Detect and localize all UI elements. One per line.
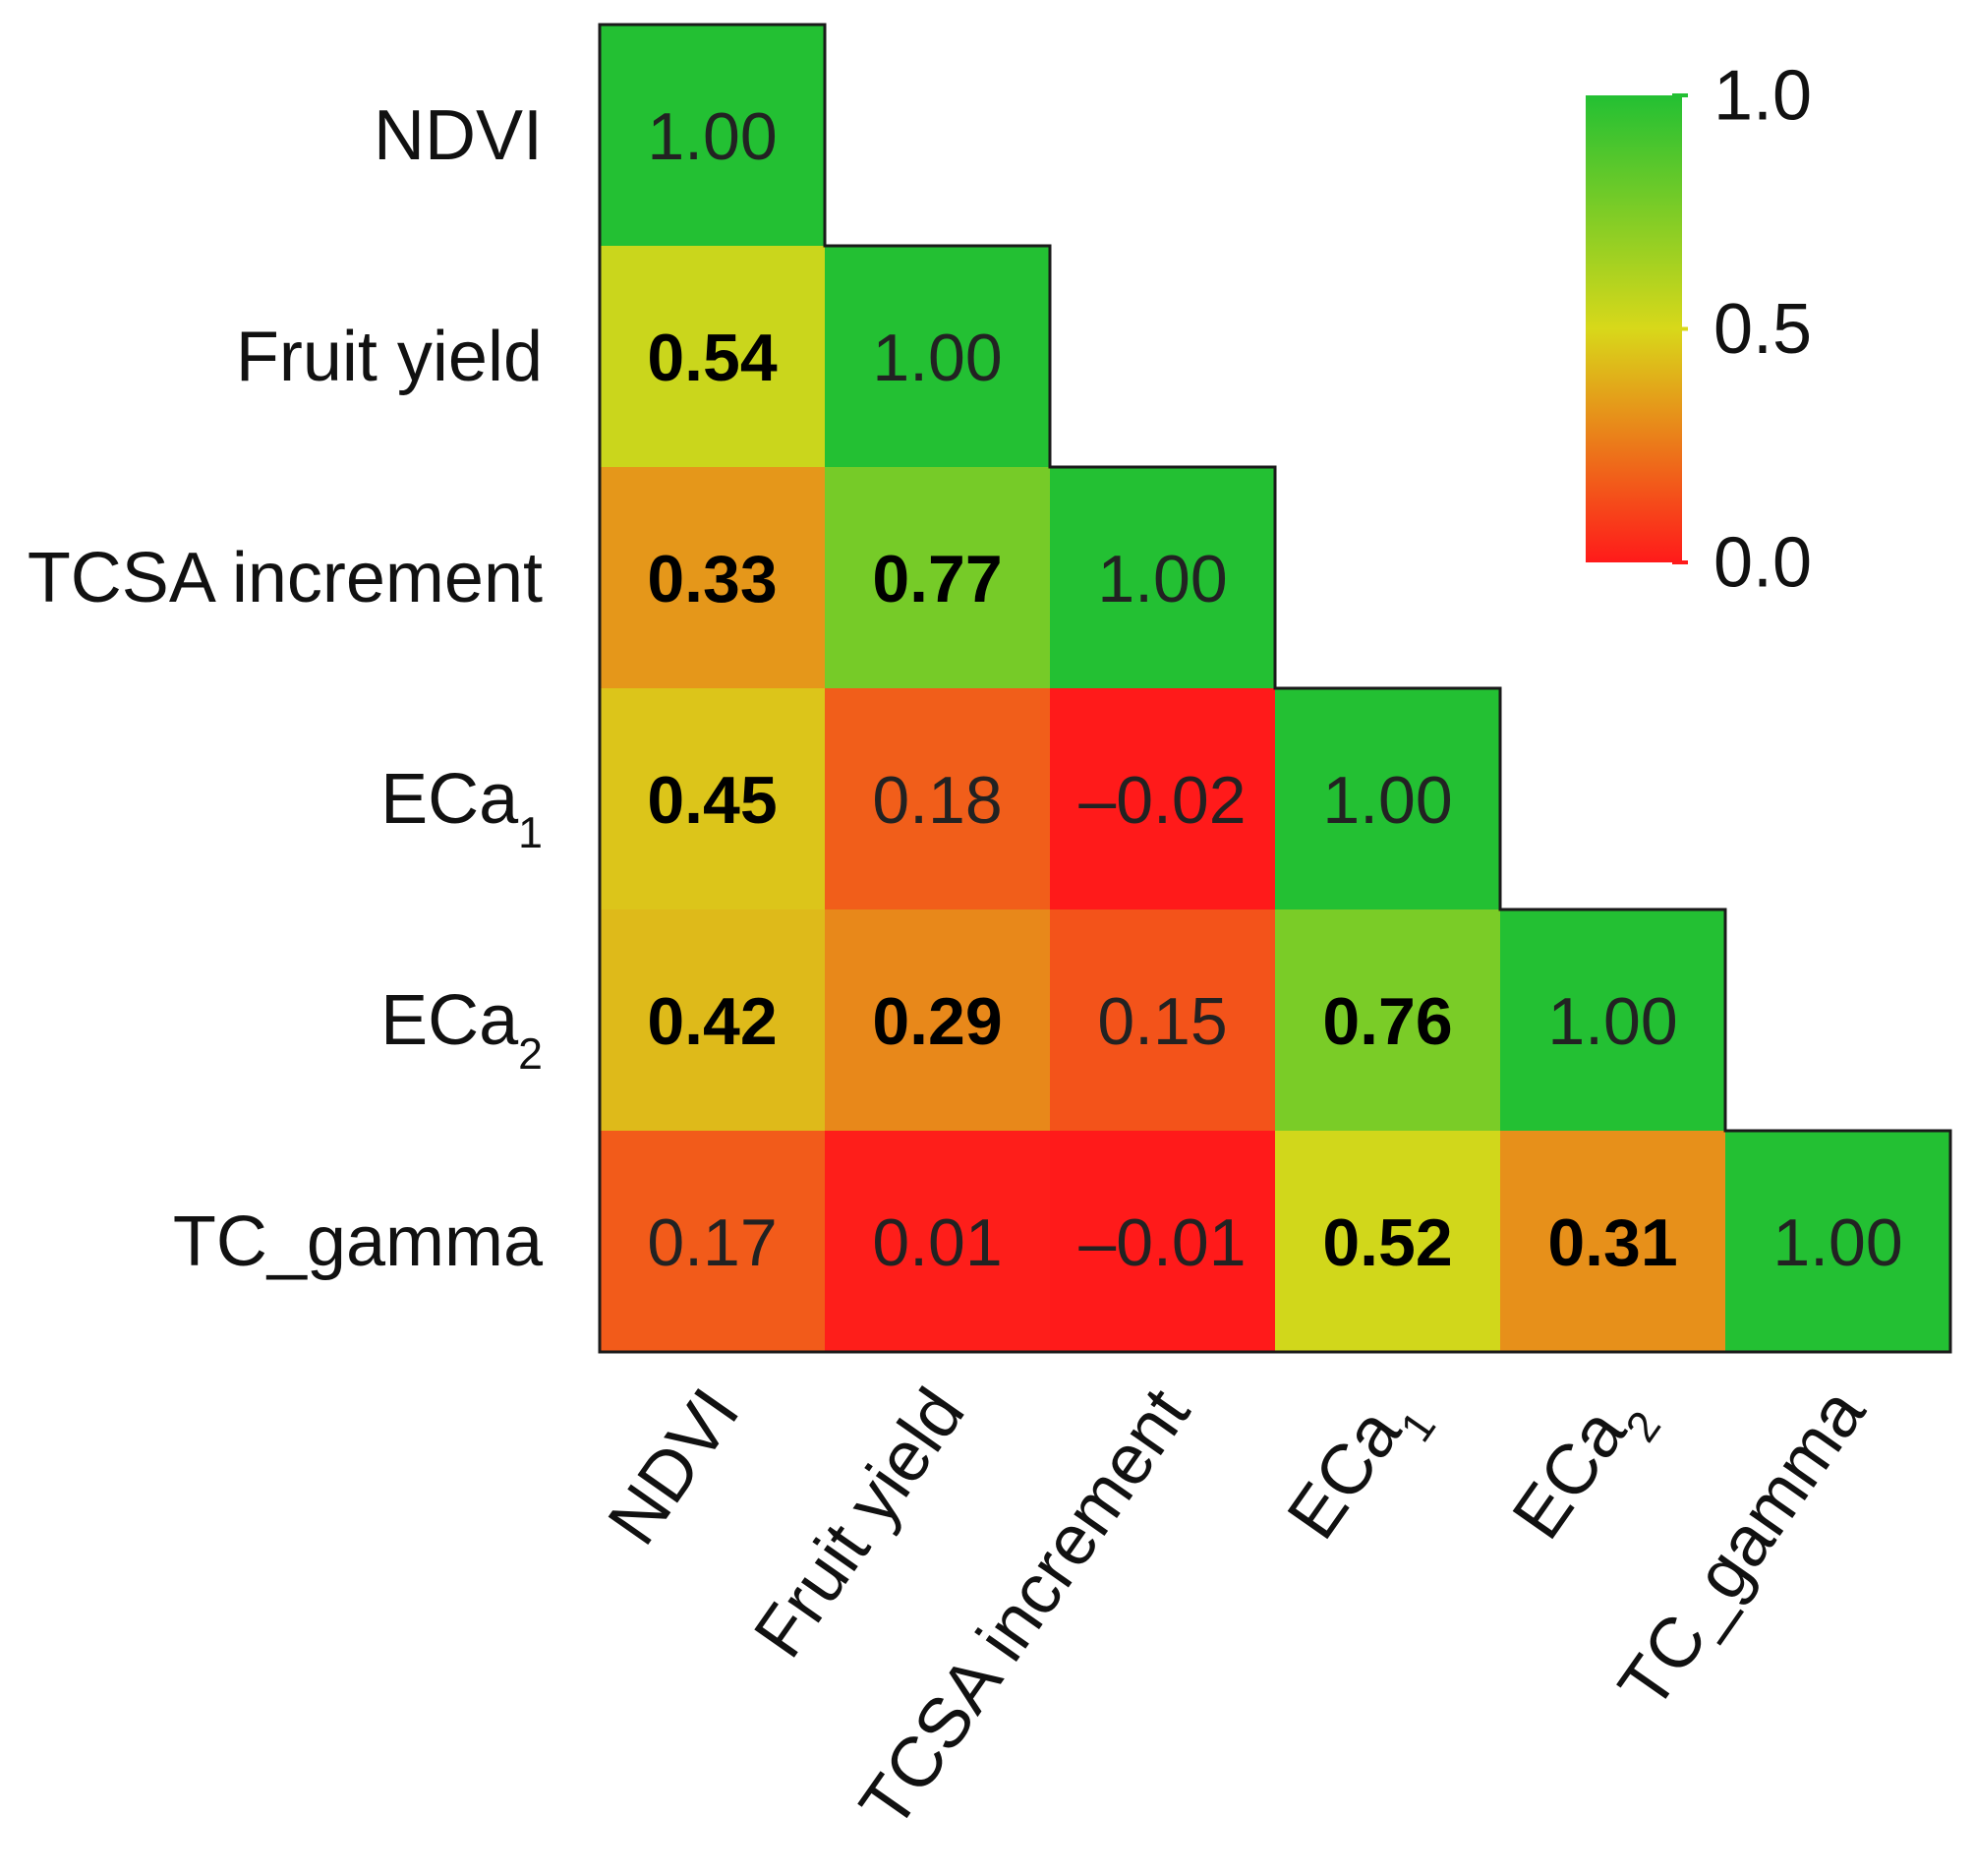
heatmap-outline bbox=[598, 23, 1952, 1354]
column-label-ndvi: NDVI bbox=[593, 1375, 754, 1558]
label-text: Fruit yield bbox=[236, 318, 543, 396]
label-text: ECa bbox=[380, 760, 519, 839]
heatmap-cell-eca2-eca2 bbox=[1500, 909, 1725, 1131]
cell-value-eca1-tcsa-increment: –0.02 bbox=[1078, 763, 1246, 838]
heatmap-cell-tcsa-increment-tcsa-increment bbox=[1050, 467, 1275, 688]
row-label-eca1: ECa1 bbox=[380, 760, 543, 857]
cell-value-eca2-tcsa-increment: 0.15 bbox=[1097, 984, 1227, 1059]
heatmap-value-labels: 1.00 0.54 1.00 0.33 0.77 1.00 0.45 0.18 –0.02 1.0… bbox=[647, 99, 1902, 1280]
cell-value-ndvi-ndvi: 1.00 bbox=[647, 99, 777, 174]
label-text: Fruit yield bbox=[739, 1375, 980, 1671]
heatmap-cell-tc-gamma-tc-gamma bbox=[1725, 1131, 1950, 1352]
heatmap-cell-eca2-ndvi bbox=[600, 909, 825, 1131]
heatmap-cell-tc-gamma-ndvi bbox=[600, 1131, 825, 1352]
column-label-eca1: ECa1 bbox=[1272, 1375, 1444, 1563]
heatmap-cell-tc-gamma-eca2 bbox=[1500, 1131, 1725, 1352]
heatmap-cell-fruit-yield-fruit-yield bbox=[825, 246, 1050, 467]
cell-value-tcsa-increment-tcsa-increment: 1.00 bbox=[1097, 542, 1227, 616]
cell-value-eca2-eca2: 1.00 bbox=[1547, 984, 1677, 1059]
heatmap-cell-eca2-eca1 bbox=[1275, 909, 1500, 1131]
label-text: NDVI bbox=[593, 1375, 754, 1558]
heatmap-cell-tcsa-increment-ndvi bbox=[600, 467, 825, 688]
cell-value-eca2-ndvi: 0.42 bbox=[647, 984, 777, 1059]
heatmap-cell-eca1-fruit-yield bbox=[825, 688, 1050, 909]
cell-value-tc-gamma-eca1: 0.52 bbox=[1322, 1205, 1452, 1280]
label-subscript: 2 bbox=[518, 1029, 543, 1078]
cell-value-tcsa-increment-fruit-yield: 0.77 bbox=[872, 542, 1002, 616]
cell-value-tc-gamma-tc-gamma: 1.00 bbox=[1772, 1205, 1902, 1280]
cell-value-fruit-yield-fruit-yield: 1.00 bbox=[872, 321, 1002, 395]
colorbar-tick-label: 0.5 bbox=[1713, 290, 1812, 369]
cell-value-eca2-fruit-yield: 0.29 bbox=[872, 984, 1002, 1059]
colorbar-gradient bbox=[1586, 95, 1682, 562]
heatmap-cell-eca1-tcsa-increment bbox=[1050, 688, 1275, 909]
cell-value-eca1-eca1: 1.00 bbox=[1322, 763, 1452, 838]
colorbar-tick-label: 0.0 bbox=[1713, 523, 1812, 602]
label-subscript: 1 bbox=[518, 808, 543, 856]
row-label-eca2: ECa2 bbox=[380, 981, 543, 1079]
heatmap-cell-tc-gamma-eca1 bbox=[1275, 1131, 1500, 1352]
cell-value-tcsa-increment-ndvi: 0.33 bbox=[647, 542, 777, 616]
label-text: TC_gamma bbox=[173, 1202, 544, 1281]
cell-value-tc-gamma-fruit-yield: 0.01 bbox=[872, 1205, 1002, 1280]
cell-value-fruit-yield-ndvi: 0.54 bbox=[647, 321, 778, 395]
column-label-eca2: ECa2 bbox=[1497, 1375, 1669, 1563]
heatmap-cell-eca1-ndvi bbox=[600, 688, 825, 909]
row-label-ndvi: NDVI bbox=[374, 96, 543, 175]
cell-value-eca2-eca1: 0.76 bbox=[1322, 984, 1452, 1059]
label-text: NDVI bbox=[374, 96, 543, 175]
label-text: TCSA increment bbox=[28, 539, 543, 617]
row-label-tc-gamma: TC_gamma bbox=[173, 1202, 544, 1281]
heatmap-cell-fruit-yield-ndvi bbox=[600, 246, 825, 467]
heatmap-cell-tcsa-increment-fruit-yield bbox=[825, 467, 1050, 688]
cell-value-tc-gamma-eca2: 0.31 bbox=[1547, 1205, 1677, 1280]
heatmap-cells bbox=[598, 23, 1952, 1354]
colorbar: 1.0 0.5 0.0 bbox=[1586, 56, 1812, 602]
row-label-tcsa-increment: TCSA increment bbox=[28, 539, 543, 617]
heatmap-cell-ndvi-ndvi bbox=[600, 25, 825, 246]
column-label-fruit-yield: Fruit yield bbox=[739, 1375, 980, 1671]
label-text: ECa bbox=[380, 981, 519, 1060]
heatmap-cell-eca2-tcsa-increment bbox=[1050, 909, 1275, 1131]
heatmap-cell-tc-gamma-fruit-yield bbox=[825, 1131, 1050, 1352]
heatmap-cell-eca1-eca1 bbox=[1275, 688, 1500, 909]
heatmap-cell-tc-gamma-tcsa-increment bbox=[1050, 1131, 1275, 1352]
cell-value-tc-gamma-tcsa-increment: –0.01 bbox=[1078, 1205, 1246, 1280]
cell-value-eca1-ndvi: 0.45 bbox=[647, 763, 777, 838]
heatmap-cell-eca2-fruit-yield bbox=[825, 909, 1050, 1131]
row-label-fruit-yield: Fruit yield bbox=[236, 318, 543, 396]
colorbar-tick-label: 1.0 bbox=[1713, 56, 1812, 135]
cell-value-eca1-fruit-yield: 0.18 bbox=[872, 763, 1002, 838]
cell-value-tc-gamma-ndvi: 0.17 bbox=[647, 1205, 777, 1280]
